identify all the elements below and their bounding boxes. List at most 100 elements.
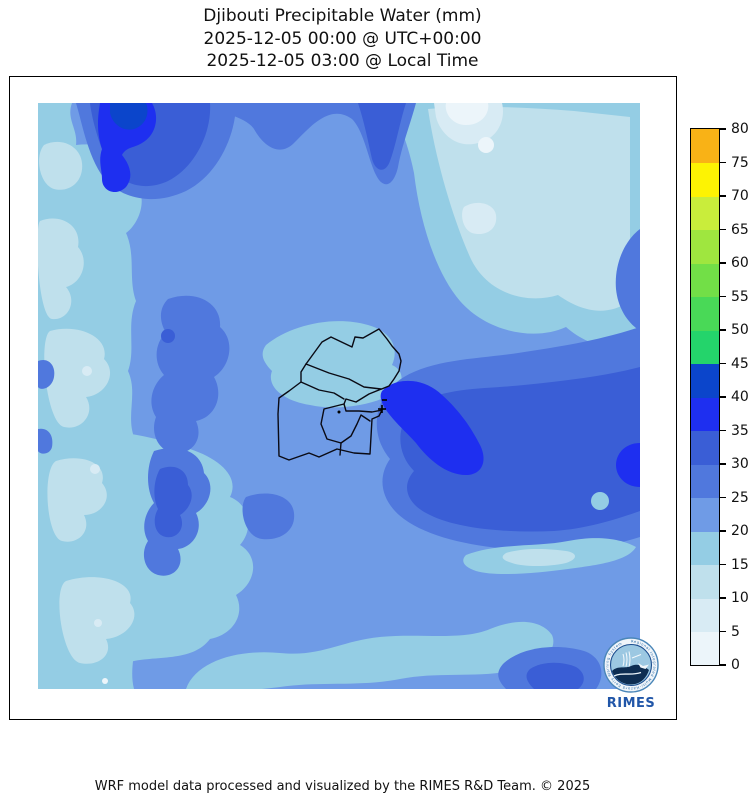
colorbar-tick-label: 55 [731, 288, 749, 305]
colorbar-band [691, 497, 719, 532]
contour-region [615, 229, 640, 331]
colorbar-tick [720, 563, 726, 566]
contour-region [358, 103, 406, 170]
colorbar-band [691, 631, 719, 665]
title-line-3: 2025-12-05 03:00 @ Local Time [206, 51, 479, 71]
title-line-1: Djibouti Precipitable Water (mm) [203, 6, 482, 26]
region-boundary [305, 363, 382, 390]
colorbar-band [691, 464, 719, 498]
colorbar-tick-label: 5 [731, 623, 740, 640]
colorbar-band [691, 564, 719, 599]
colorbar-tick-label: 40 [731, 389, 749, 405]
colorbar-tick [720, 597, 726, 599]
wave-swoosh-icon [613, 671, 642, 677]
city-marker [337, 399, 387, 414]
contour-region [502, 549, 575, 566]
rimes-logo: Regional Integrated Multi-Hazard Early W… [602, 636, 660, 711]
contour-region [98, 103, 157, 193]
contour-region [47, 458, 107, 542]
contour-region [154, 466, 192, 538]
djibouti-boundary [277, 328, 402, 461]
colorbar-tick [720, 396, 726, 398]
colorbar-tick-label: 25 [731, 489, 749, 506]
contour-region [591, 492, 609, 510]
colorbar-gradient [691, 129, 719, 665]
colorbar-band [691, 196, 719, 230]
rimes-logo-emblem: Regional Integrated Multi-Hazard Early W… [603, 637, 659, 693]
plot-frame: Regional Integrated Multi-Hazard Early W… [9, 76, 677, 720]
colorbar-band [691, 129, 719, 163]
bird-icon [638, 663, 649, 669]
colorbar-tick-label: 75 [731, 154, 749, 171]
contour-region [186, 621, 554, 689]
colorbar-tick [720, 664, 726, 666]
title-line-2: 2025-12-05 00:00 @ UTC+00:00 [203, 28, 482, 49]
colorbar-band [691, 598, 719, 632]
colorbar-tick-label: 45 [731, 355, 749, 372]
contour-region [242, 493, 295, 540]
colorbar-tick-label: 50 [731, 322, 749, 338]
colorbar-band [691, 531, 719, 565]
contour-region [39, 141, 83, 190]
colorbar-tick-label: 10 [731, 590, 749, 606]
contour-region [161, 329, 175, 343]
colorbar-tick-label: 20 [731, 523, 749, 539]
colorbar-tick [720, 530, 726, 532]
colorbar-tick [720, 496, 726, 499]
signal-icon [622, 651, 642, 668]
colorbar-tick-label: 30 [731, 456, 749, 472]
region-boundary [300, 381, 345, 400]
contour-region [38, 428, 53, 454]
colorbar-tick [720, 630, 726, 633]
colorbar-tick [720, 295, 726, 298]
colorbar-tick [720, 329, 726, 331]
contour-region [616, 443, 640, 487]
contour-region [262, 321, 402, 408]
colorbar-tick-label: 65 [731, 221, 749, 238]
contour-region [462, 202, 497, 235]
chart-title: Djibouti Precipitable Water (mm) 2025-12… [9, 5, 676, 73]
contour-region [184, 103, 416, 185]
contour-region [445, 103, 489, 125]
contour-region [380, 380, 484, 475]
contour-region [38, 218, 84, 320]
colorbar-band [691, 263, 719, 297]
contour-region [400, 367, 640, 532]
contour-region [110, 103, 148, 130]
colorbar: 0 5 10 15 20 25 30 35 40 45 50 55 60 65 70 75 80 [690, 121, 749, 673]
contour-region [526, 662, 584, 689]
colorbar-tick [720, 195, 726, 197]
colorbar-tick-label: 70 [731, 188, 749, 204]
colorbar-tick [720, 161, 726, 164]
region-boundary [339, 442, 342, 456]
rimes-logo-label: RIMES [606, 696, 656, 711]
footer-credit: WRF model data processed and visualized … [94, 779, 591, 794]
colorbar-band [691, 430, 719, 465]
colorbar-tick [720, 429, 726, 432]
colorbar-tick [720, 463, 726, 465]
contour-region [82, 366, 92, 376]
colorbar-band [691, 229, 719, 264]
colorbar-tick-label: 80 [731, 121, 749, 137]
contour-region [102, 678, 108, 684]
contour-region [90, 464, 100, 474]
contour-fills [38, 103, 640, 689]
colorbar-tick [720, 228, 726, 231]
colorbar-band [691, 330, 719, 364]
colorbar-band [691, 162, 719, 197]
colorbar-tick-label: 15 [731, 556, 749, 573]
precipitable-water-map [38, 103, 640, 689]
colorbar-band [691, 296, 719, 331]
contour-region [478, 137, 494, 153]
colorbar-band [691, 397, 719, 431]
colorbar-tick-label: 0 [731, 657, 740, 673]
colorbar-tick [720, 262, 726, 264]
colorbar-tick-label: 35 [731, 422, 749, 439]
colorbar-tick-label: 60 [731, 255, 749, 271]
colorbar-tick [720, 128, 726, 130]
contour-region [428, 106, 630, 311]
colorbar-band [691, 363, 719, 398]
contour-region [44, 328, 111, 428]
colorbar-tick [720, 362, 726, 365]
